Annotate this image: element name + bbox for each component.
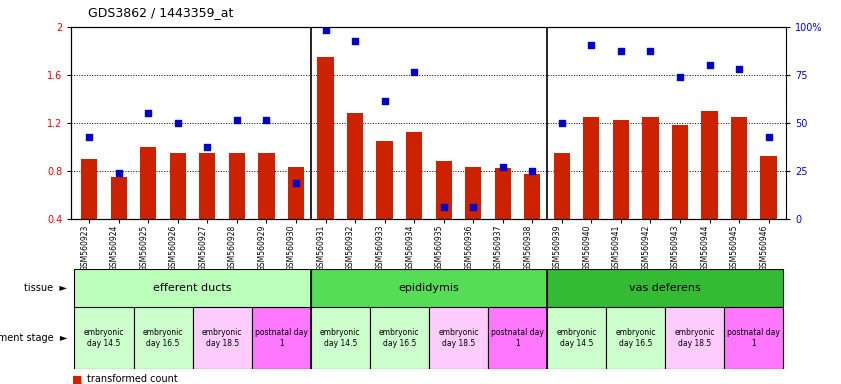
Bar [81, 159, 98, 219]
Bar [547, 269, 783, 307]
Bar [370, 307, 429, 369]
Bar [665, 307, 724, 369]
Text: efferent ducts: efferent ducts [153, 283, 232, 293]
Point [643, 48, 657, 54]
Point [171, 120, 184, 126]
Point [614, 48, 627, 54]
Point [526, 168, 539, 174]
Bar [193, 307, 251, 369]
Bar [724, 307, 783, 369]
Bar [317, 57, 334, 219]
Bar [643, 117, 659, 219]
Bar [547, 307, 606, 369]
Text: embryonic
day 18.5: embryonic day 18.5 [674, 328, 715, 348]
Text: postnatal day
1: postnatal day 1 [727, 328, 780, 348]
Bar [429, 307, 488, 369]
Bar [258, 153, 274, 219]
Bar [672, 125, 688, 219]
Bar [75, 269, 311, 307]
Point [733, 66, 746, 72]
Point [378, 98, 391, 104]
Point [82, 134, 96, 140]
Bar [199, 153, 215, 219]
Bar [760, 157, 777, 219]
Point [260, 118, 273, 124]
Bar [406, 132, 422, 219]
Bar [377, 141, 393, 219]
Bar [495, 169, 510, 219]
Text: development stage  ►: development stage ► [0, 333, 67, 343]
Bar [606, 307, 665, 369]
Bar [488, 307, 547, 369]
Bar [311, 269, 547, 307]
Text: embryonic
day 16.5: embryonic day 16.5 [616, 328, 656, 348]
Point [674, 74, 687, 80]
Text: postnatal day
1: postnatal day 1 [255, 328, 308, 348]
Bar [170, 153, 186, 219]
Bar [584, 117, 600, 219]
Text: embryonic
day 18.5: embryonic day 18.5 [202, 328, 242, 348]
Text: embryonic
day 18.5: embryonic day 18.5 [438, 328, 479, 348]
Point [437, 204, 451, 210]
Text: embryonic
day 14.5: embryonic day 14.5 [320, 328, 361, 348]
Point [496, 164, 510, 170]
Bar [524, 174, 541, 219]
Bar [111, 177, 127, 219]
Text: epididymis: epididymis [399, 283, 459, 293]
Bar [436, 161, 452, 219]
Point [348, 38, 362, 44]
Text: ■: ■ [71, 374, 82, 384]
Point [762, 134, 775, 140]
Bar [465, 167, 481, 219]
Text: tissue  ►: tissue ► [24, 283, 67, 293]
Text: vas deferens: vas deferens [629, 283, 701, 293]
Point [201, 144, 214, 150]
Text: GDS3862 / 1443359_at: GDS3862 / 1443359_at [88, 6, 234, 19]
Text: transformed count: transformed count [87, 374, 177, 384]
Bar [553, 153, 570, 219]
Point [319, 27, 332, 33]
Bar [75, 307, 134, 369]
Text: postnatal day
1: postnatal day 1 [491, 328, 544, 348]
Bar [251, 307, 311, 369]
Point [555, 120, 569, 126]
Bar [731, 117, 747, 219]
Text: embryonic
day 16.5: embryonic day 16.5 [143, 328, 183, 348]
Bar [140, 147, 156, 219]
Bar [613, 121, 629, 219]
Text: embryonic
day 14.5: embryonic day 14.5 [557, 328, 597, 348]
Point [467, 204, 480, 210]
Bar [701, 111, 717, 219]
Bar [311, 307, 370, 369]
Point [407, 70, 420, 76]
Point [703, 62, 717, 68]
Text: embryonic
day 14.5: embryonic day 14.5 [84, 328, 124, 348]
Point [112, 170, 125, 176]
Bar [347, 113, 363, 219]
Bar [229, 153, 245, 219]
Bar [288, 167, 304, 219]
Bar [134, 307, 193, 369]
Point [584, 42, 598, 48]
Point [141, 110, 155, 116]
Text: embryonic
day 16.5: embryonic day 16.5 [379, 328, 420, 348]
Point [230, 118, 244, 124]
Point [289, 180, 303, 186]
